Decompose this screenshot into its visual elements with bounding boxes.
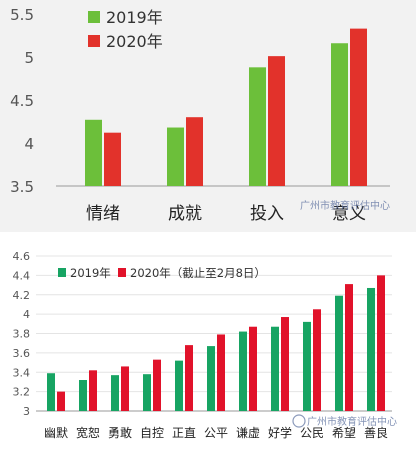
bar-2020 bbox=[377, 275, 385, 411]
bar-2020 bbox=[313, 309, 321, 411]
legend-label: 2020年 bbox=[106, 32, 163, 51]
category-label: 幽默 bbox=[44, 425, 68, 440]
category-label: 善良 bbox=[364, 425, 388, 440]
y-tick-label: 4 bbox=[24, 135, 34, 153]
bar-chart-2: 3 3.2 3.4 3.6 3.8 4 4.2 4.4 4.6 幽默 宽恕 勇敢 自控 正直 公平 谦虚 好学公… bbox=[13, 250, 398, 440]
y-tick-label: 5.5 bbox=[10, 6, 34, 24]
bar-2020 bbox=[153, 359, 161, 411]
bar-2020 bbox=[345, 284, 353, 411]
bar-2020 bbox=[104, 132, 121, 186]
legend-label: 2019年 bbox=[106, 8, 163, 27]
category-label: 正直 bbox=[172, 426, 196, 440]
category-label: 情绪 bbox=[86, 204, 120, 224]
bar-2019 bbox=[367, 287, 375, 411]
y-tick-label: 5 bbox=[24, 49, 34, 67]
category-label: 自控 bbox=[140, 426, 164, 440]
bar-2020 bbox=[89, 370, 97, 411]
bar-2019 bbox=[335, 295, 343, 411]
bar-2019 bbox=[47, 373, 55, 411]
category-label: 意义 bbox=[332, 204, 366, 224]
y-tick-label: 3.8 bbox=[13, 328, 31, 341]
chart-panel-1: 3.5 4 4.5 5 5.5 情绪 成就 投入 意义 2019年 2020年广州市教育评估中心 bbox=[0, 0, 416, 232]
y-tick-label: 3.5 bbox=[10, 178, 34, 196]
legend-swatch-2020 bbox=[118, 268, 126, 277]
bar-2020 bbox=[350, 28, 367, 187]
bar-2020 bbox=[186, 117, 203, 186]
category-label: 好学 bbox=[268, 425, 292, 440]
y-tick-label: 3.2 bbox=[13, 386, 31, 399]
bar-2020 bbox=[249, 326, 257, 411]
panel-divider bbox=[0, 232, 416, 236]
category-label: 成就 bbox=[168, 204, 202, 224]
y-tick-label: 3.6 bbox=[13, 347, 31, 360]
legend-swatch-2020 bbox=[88, 35, 100, 47]
bar-2019 bbox=[111, 375, 119, 411]
bar-2020 bbox=[185, 345, 193, 411]
legend-swatch-2019 bbox=[58, 268, 66, 277]
bar-2019 bbox=[207, 346, 215, 411]
bar-2019 bbox=[331, 43, 348, 186]
watermark-logo-icon bbox=[292, 414, 306, 428]
category-label: 勇敢 bbox=[108, 426, 132, 440]
bar-2019 bbox=[79, 380, 87, 411]
y-tick-label: 4.2 bbox=[13, 289, 31, 302]
category-label: 宽恕 bbox=[76, 425, 100, 440]
watermark-text: 广州市教育评估中心 bbox=[307, 415, 397, 428]
category-label: 公民 bbox=[300, 426, 324, 440]
bar-2020 bbox=[268, 56, 285, 186]
bar-2020 bbox=[217, 334, 225, 411]
y-tick-label: 3 bbox=[23, 405, 30, 418]
bar-2019 bbox=[85, 119, 102, 186]
y-tick-label: 4 bbox=[23, 308, 30, 321]
bar-2019 bbox=[143, 374, 151, 411]
bar-2020 bbox=[121, 366, 129, 411]
legend-label: 2020年（截止至2月8日） bbox=[130, 266, 266, 280]
category-label: 公平 bbox=[204, 426, 228, 440]
bar-2020 bbox=[281, 317, 289, 411]
chart-panel-2: 3 3.2 3.4 3.6 3.8 4 4.2 4.4 4.6 幽默 宽恕 勇敢 自控 正直 公平 谦虚 好学公… bbox=[0, 236, 416, 450]
legend-label: 2019年 bbox=[70, 266, 111, 280]
bar-2019 bbox=[249, 67, 266, 186]
bar-2019 bbox=[167, 127, 184, 186]
y-tick-label: 4.6 bbox=[13, 250, 31, 263]
bar-2019 bbox=[175, 360, 183, 411]
y-tick-label: 4.4 bbox=[13, 269, 31, 282]
bar-2020 bbox=[57, 391, 65, 411]
y-tick-label: 4.5 bbox=[10, 92, 34, 110]
legend-swatch-2019 bbox=[88, 11, 100, 23]
bar-2019 bbox=[303, 321, 311, 411]
category-label: 希望 bbox=[332, 425, 356, 440]
bar-2019 bbox=[239, 331, 247, 411]
watermark-text: 广州市教育评估中心 bbox=[300, 199, 390, 212]
category-label: 投入 bbox=[250, 204, 284, 224]
category-label: 谦虚 bbox=[236, 426, 260, 440]
y-tick-label: 3.4 bbox=[13, 366, 31, 379]
bar-2019 bbox=[271, 326, 279, 411]
